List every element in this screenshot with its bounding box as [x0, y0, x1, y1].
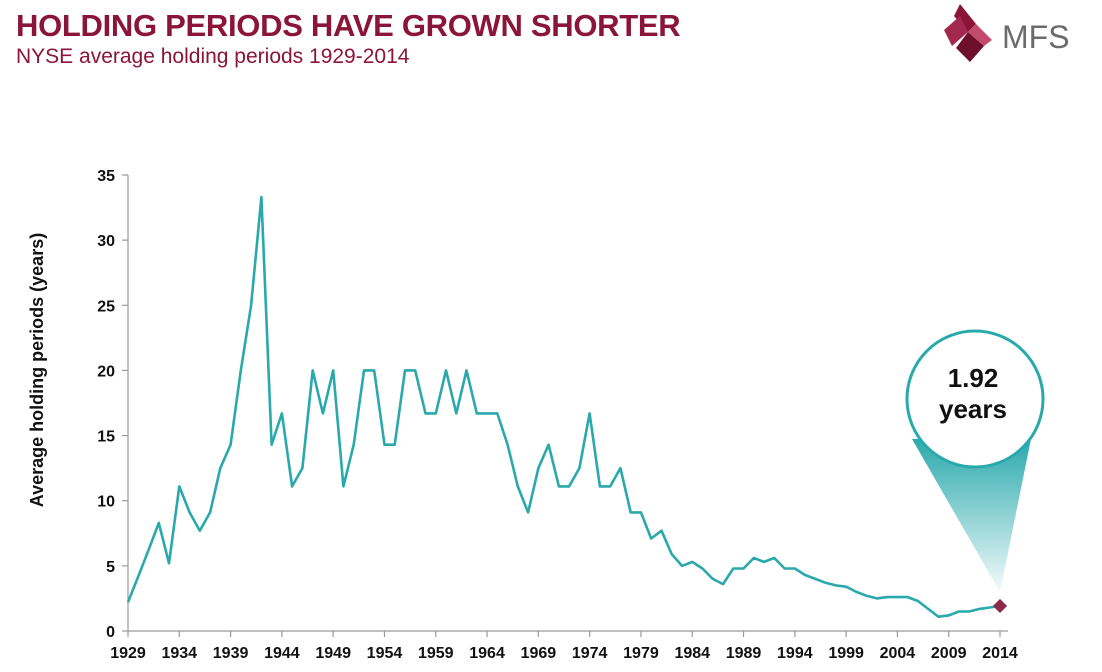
mfs-logo-mark-icon: [944, 4, 992, 62]
y-tick-label: 25: [97, 298, 115, 315]
x-tick-label: 1989: [726, 645, 762, 662]
chart-axes: [127, 175, 1008, 632]
page-title: HOLDING PERIODS HAVE GROWN SHORTER: [16, 8, 681, 43]
y-tick-label: 35: [97, 168, 115, 185]
x-tick-label: 2014: [982, 645, 1018, 662]
x-tick-label: 1959: [418, 645, 454, 662]
callout-value: 1.92: [948, 363, 999, 393]
last-point-marker: [992, 598, 1008, 614]
y-axis-ticks: 0 5 10 15 20 25 30 35: [97, 168, 128, 641]
y-tick-label: 15: [97, 429, 115, 446]
x-tick-label: 1964: [469, 645, 505, 662]
y-tick-label: 20: [97, 363, 115, 380]
mfs-logo: MFS: [944, 4, 1070, 62]
y-tick-label: 0: [106, 624, 115, 641]
callout-pointer: [912, 439, 1031, 592]
callout-circle: [905, 329, 1045, 469]
x-tick-label: 1939: [213, 645, 249, 662]
x-tick-label: 2004: [880, 645, 916, 662]
x-tick-label: 1994: [777, 645, 813, 662]
x-tick-label: 1974: [572, 645, 608, 662]
y-tick-label: 5: [106, 559, 115, 576]
x-tick-label: 1984: [674, 645, 710, 662]
x-tick-label: 1969: [521, 645, 557, 662]
x-tick-label: 1979: [623, 645, 659, 662]
y-tick-label: 30: [97, 233, 115, 250]
x-tick-label: 1934: [161, 645, 197, 662]
x-tick-label: 2009: [931, 645, 967, 662]
y-axis-label: Average holding periods (years): [27, 233, 47, 507]
x-tick-label: 1944: [264, 645, 300, 662]
x-tick-label: 1929: [110, 645, 146, 662]
x-tick-label: 1949: [315, 645, 351, 662]
x-tick-label: 1999: [828, 645, 864, 662]
series-line: [126, 195, 1001, 619]
chart-series: [126, 195, 1008, 619]
x-axis-ticks: 1929 1934 1939 1944 1949 1954 1959 1964 1969 1974…: [110, 631, 1018, 662]
x-tick-label: 1954: [367, 645, 403, 662]
mfs-logo-text: MFS: [1002, 19, 1070, 55]
callout-unit: years: [939, 394, 1007, 424]
y-tick-label: 10: [97, 494, 115, 511]
callout: 1.92 years: [905, 329, 1045, 592]
page-subtitle: NYSE average holding periods 1929-2014: [16, 45, 410, 68]
